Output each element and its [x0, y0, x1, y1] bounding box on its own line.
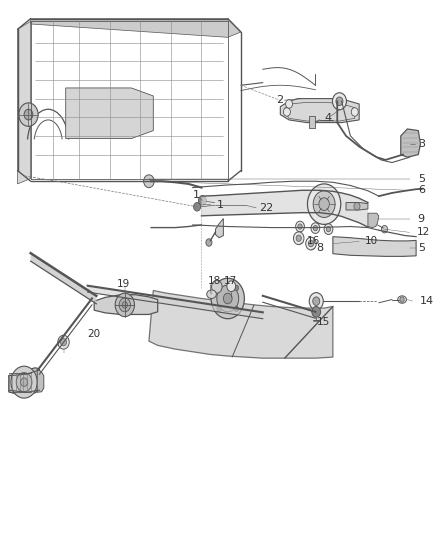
Text: 1: 1 — [193, 190, 200, 200]
Polygon shape — [401, 129, 420, 157]
Circle shape — [144, 175, 154, 188]
Circle shape — [206, 239, 212, 246]
Text: 17: 17 — [224, 277, 237, 286]
Circle shape — [115, 293, 134, 317]
Text: 6: 6 — [418, 185, 425, 195]
Circle shape — [212, 280, 222, 293]
Circle shape — [24, 109, 33, 120]
Text: 16: 16 — [307, 236, 320, 246]
Circle shape — [227, 281, 236, 292]
Text: 9: 9 — [417, 214, 424, 223]
Circle shape — [19, 103, 38, 126]
Polygon shape — [37, 369, 44, 392]
Text: 12: 12 — [417, 228, 430, 237]
Text: 4: 4 — [324, 114, 331, 123]
Circle shape — [217, 306, 221, 312]
Circle shape — [217, 285, 239, 312]
Text: 5: 5 — [418, 174, 425, 183]
Circle shape — [234, 306, 239, 312]
Circle shape — [194, 203, 201, 211]
Circle shape — [122, 302, 127, 308]
Text: 15: 15 — [317, 318, 330, 327]
Circle shape — [11, 366, 37, 398]
Ellipse shape — [398, 296, 406, 303]
Polygon shape — [149, 290, 333, 358]
Polygon shape — [309, 116, 315, 128]
Circle shape — [211, 278, 244, 319]
Circle shape — [313, 297, 320, 305]
Circle shape — [283, 108, 290, 116]
Circle shape — [312, 306, 321, 317]
Polygon shape — [18, 21, 31, 184]
Circle shape — [313, 225, 318, 231]
Circle shape — [234, 285, 239, 290]
Polygon shape — [66, 88, 153, 139]
Circle shape — [307, 184, 341, 224]
Circle shape — [313, 191, 335, 217]
Circle shape — [308, 240, 314, 247]
Circle shape — [332, 93, 346, 110]
Polygon shape — [346, 203, 368, 210]
Text: 18: 18 — [208, 277, 221, 286]
Circle shape — [324, 224, 333, 235]
Circle shape — [217, 285, 221, 290]
Circle shape — [58, 335, 69, 349]
Text: 3: 3 — [418, 139, 425, 149]
Circle shape — [60, 338, 67, 346]
Circle shape — [286, 100, 293, 108]
Circle shape — [296, 221, 304, 232]
Polygon shape — [333, 237, 416, 256]
Polygon shape — [31, 19, 241, 37]
Polygon shape — [9, 368, 39, 394]
Circle shape — [336, 97, 343, 106]
Circle shape — [311, 223, 320, 233]
Circle shape — [298, 224, 302, 229]
Circle shape — [326, 227, 331, 232]
Polygon shape — [88, 286, 263, 319]
Text: 20: 20 — [88, 329, 101, 338]
Circle shape — [296, 235, 301, 241]
Text: 14: 14 — [420, 296, 434, 306]
Circle shape — [354, 203, 360, 210]
Text: 2: 2 — [276, 95, 283, 105]
Polygon shape — [368, 213, 379, 228]
Circle shape — [21, 378, 28, 386]
Text: 8: 8 — [316, 243, 323, 253]
Polygon shape — [280, 99, 359, 123]
Circle shape — [293, 232, 304, 245]
Circle shape — [119, 298, 131, 312]
Circle shape — [400, 297, 404, 302]
Text: 5: 5 — [418, 244, 425, 253]
Polygon shape — [94, 295, 158, 314]
Circle shape — [16, 373, 32, 392]
Ellipse shape — [207, 290, 216, 298]
Circle shape — [381, 225, 388, 233]
Circle shape — [319, 198, 329, 211]
Polygon shape — [31, 253, 96, 304]
Circle shape — [309, 293, 323, 310]
Circle shape — [223, 293, 232, 304]
Polygon shape — [215, 219, 223, 238]
Text: 19: 19 — [117, 279, 130, 288]
Text: 1: 1 — [217, 200, 224, 209]
Circle shape — [351, 108, 358, 116]
Circle shape — [306, 237, 316, 250]
Text: 22: 22 — [259, 203, 273, 213]
Circle shape — [198, 196, 206, 205]
Polygon shape — [201, 190, 368, 227]
Text: 10: 10 — [364, 237, 378, 246]
